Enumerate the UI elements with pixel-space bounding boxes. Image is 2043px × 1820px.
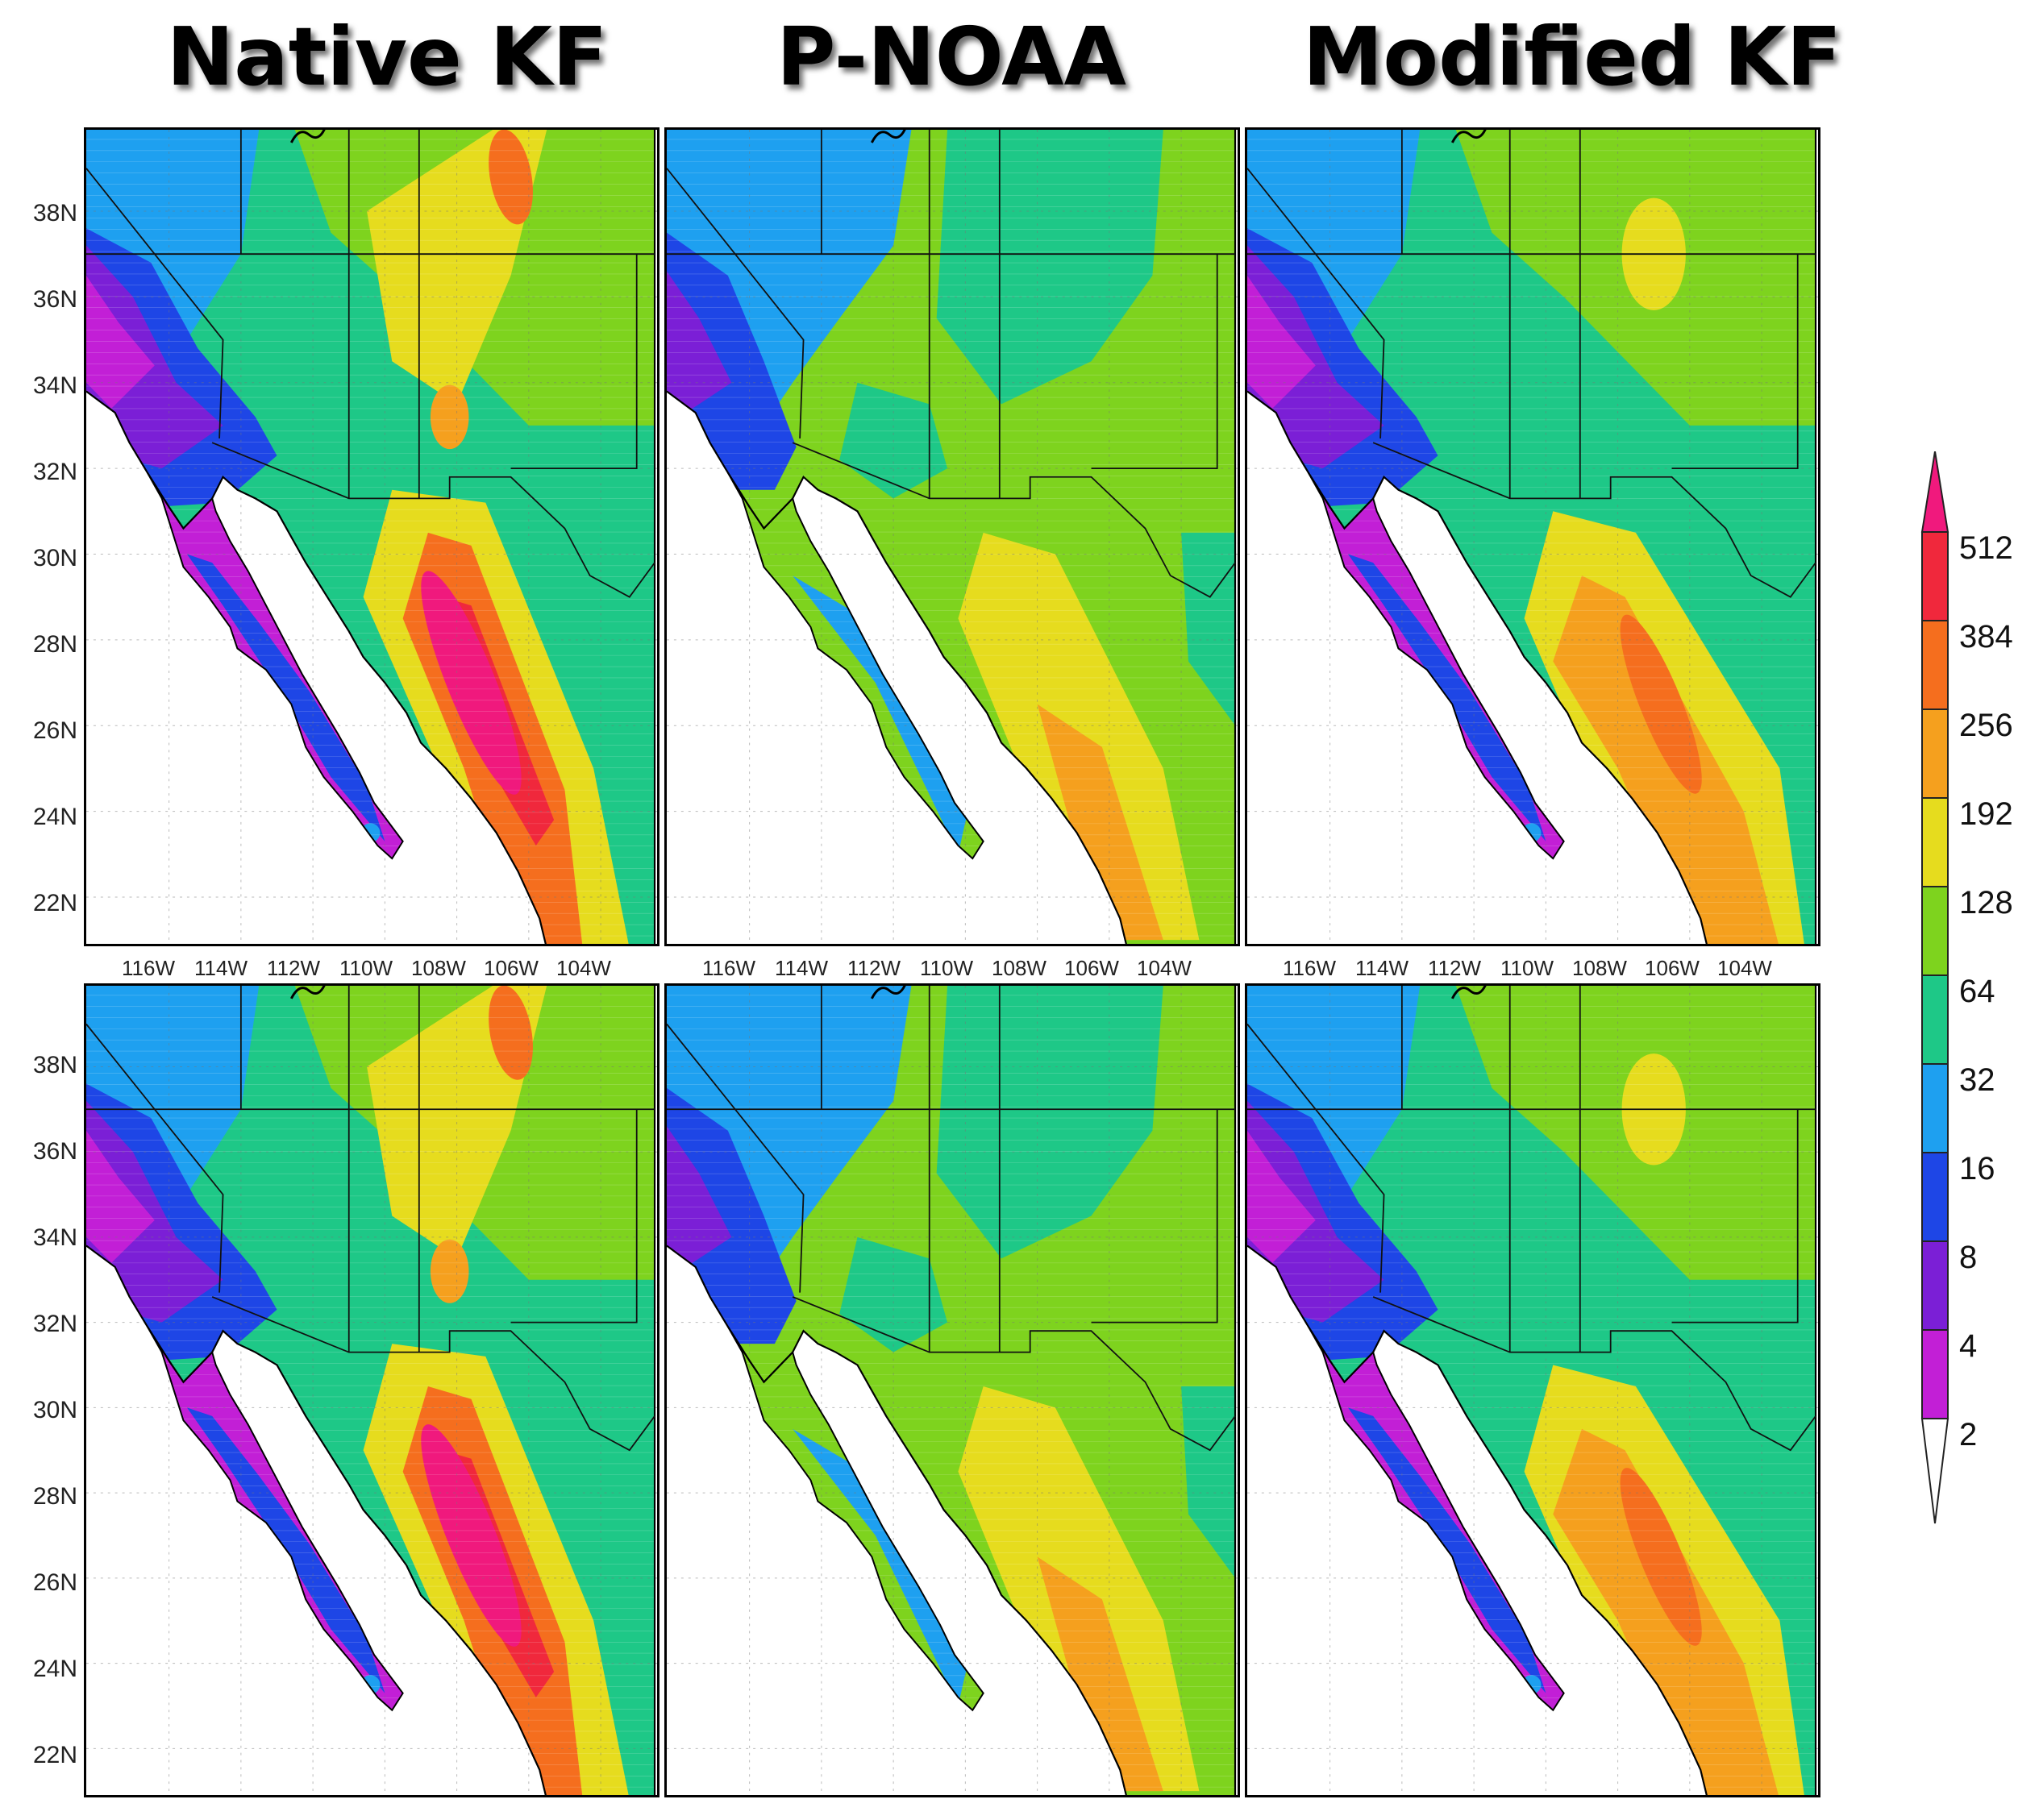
lon-label: 116W bbox=[122, 956, 175, 980]
colorbar-segment bbox=[1921, 1329, 1949, 1419]
lat-label: 32N bbox=[32, 459, 77, 485]
precip-map-native-kf-bottom bbox=[86, 986, 657, 1795]
lat-label: 24N bbox=[32, 804, 77, 830]
colorbar-level-label: 2 bbox=[1959, 1417, 1978, 1452]
colorbar-level-label: 64 bbox=[1959, 974, 1995, 1009]
lon-label: 114W bbox=[1355, 956, 1408, 980]
colorbar-segment bbox=[1921, 620, 1949, 710]
lat-label: 32N bbox=[32, 1311, 77, 1337]
colorbar-level-label: 4 bbox=[1959, 1328, 1978, 1364]
colorbar-level-label: 32 bbox=[1959, 1062, 1995, 1098]
colorbar bbox=[1920, 451, 1949, 1524]
lon-label: 104W bbox=[556, 956, 611, 980]
lat-label: 38N bbox=[32, 200, 77, 226]
precip-map-modified-kf-bottom bbox=[1247, 986, 1818, 1795]
lat-label: 28N bbox=[32, 631, 77, 658]
colorbar-level-label: 8 bbox=[1959, 1240, 1978, 1275]
lon-label: 108W bbox=[1572, 956, 1627, 980]
lat-label: 28N bbox=[32, 1483, 77, 1510]
lat-label: 30N bbox=[32, 545, 77, 571]
lon-label: 106W bbox=[1645, 956, 1700, 980]
lon-label: 106W bbox=[484, 956, 539, 980]
colorbar-segment bbox=[1921, 708, 1949, 799]
colorbar-segment bbox=[1921, 1240, 1949, 1331]
lon-label: 112W bbox=[267, 956, 320, 980]
precip-map-modified-kf-top bbox=[1247, 130, 1818, 944]
lon-label: 110W bbox=[339, 956, 393, 980]
lon-label: 116W bbox=[1283, 956, 1336, 980]
title-p-noaa: P-NOAA bbox=[776, 10, 1126, 104]
lat-label: 34N bbox=[32, 1224, 77, 1251]
colorbar-level-label: 128 bbox=[1959, 885, 2013, 920]
lon-label: 110W bbox=[920, 956, 973, 980]
lat-label: 38N bbox=[32, 1052, 77, 1078]
lat-label: 36N bbox=[32, 286, 77, 313]
colorbar-level-label: 16 bbox=[1959, 1151, 1995, 1186]
map-panel-native-kf-top bbox=[84, 127, 660, 946]
lon-label: 116W bbox=[702, 956, 755, 980]
lon-label: 114W bbox=[775, 956, 828, 980]
colorbar-segment bbox=[1921, 974, 1949, 1065]
lat-label: 24N bbox=[32, 1656, 77, 1682]
colorbar-level-label: 384 bbox=[1959, 619, 2013, 654]
map-panel-p-noaa-top bbox=[664, 127, 1240, 946]
title-native-kf: Native KF bbox=[166, 10, 608, 104]
lon-label: 108W bbox=[992, 956, 1046, 980]
lat-label: 26N bbox=[32, 1569, 77, 1596]
lat-label: 36N bbox=[32, 1138, 77, 1165]
colorbar-segment bbox=[1921, 531, 1949, 621]
map-panel-native-kf-bottom bbox=[84, 983, 660, 1797]
lat-label: 22N bbox=[32, 1742, 77, 1768]
lon-label: 114W bbox=[194, 956, 248, 980]
lon-label: 104W bbox=[1137, 956, 1192, 980]
colorbar-segments bbox=[1920, 451, 1949, 1524]
map-panel-modified-kf-bottom bbox=[1245, 983, 1820, 1797]
lon-label: 108W bbox=[411, 956, 466, 980]
lon-label: 112W bbox=[1428, 956, 1481, 980]
precip-map-p-noaa-top bbox=[667, 130, 1238, 944]
lat-label: 34N bbox=[32, 372, 77, 399]
colorbar-segment bbox=[1921, 1063, 1949, 1153]
colorbar-level-label: 512 bbox=[1959, 530, 2013, 566]
map-panel-modified-kf-top bbox=[1245, 127, 1820, 946]
colorbar-segment bbox=[1920, 1418, 1949, 1524]
colorbar-segment bbox=[1921, 1152, 1949, 1242]
lat-label: 26N bbox=[32, 717, 77, 744]
lat-label: 22N bbox=[32, 890, 77, 916]
lon-label: 104W bbox=[1717, 956, 1772, 980]
colorbar-level-label: 192 bbox=[1959, 796, 2013, 832]
lat-label: 30N bbox=[32, 1397, 77, 1423]
lon-label: 110W bbox=[1500, 956, 1554, 980]
precip-map-p-noaa-bottom bbox=[667, 986, 1238, 1795]
colorbar-segment bbox=[1921, 797, 1949, 887]
map-panel-p-noaa-bottom bbox=[664, 983, 1240, 1797]
title-modified-kf: Modified KF bbox=[1302, 10, 1842, 104]
lon-label: 112W bbox=[847, 956, 901, 980]
colorbar-level-label: 256 bbox=[1959, 708, 2013, 743]
colorbar-segment bbox=[1921, 886, 1949, 976]
precip-map-native-kf-top bbox=[86, 130, 657, 944]
lon-label: 106W bbox=[1064, 956, 1119, 980]
colorbar-segment bbox=[1920, 451, 1949, 533]
